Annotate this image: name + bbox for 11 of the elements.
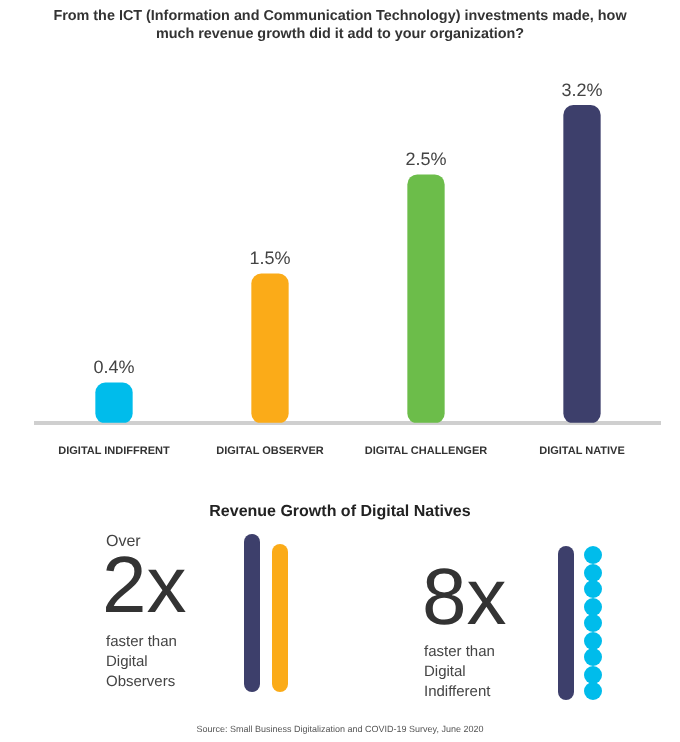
bar [407, 174, 445, 423]
bar [251, 273, 289, 423]
bar [95, 382, 133, 423]
data-label: 2.5% [405, 149, 447, 170]
data-label: 0.4% [93, 357, 135, 378]
data-label: 3.2% [561, 79, 603, 100]
text: 8x [422, 554, 507, 642]
text: Revenue Growth of Digital Natives [207, 502, 473, 520]
data-label: 1.5% [249, 248, 291, 269]
text: Over [106, 532, 141, 550]
bar [563, 105, 601, 423]
